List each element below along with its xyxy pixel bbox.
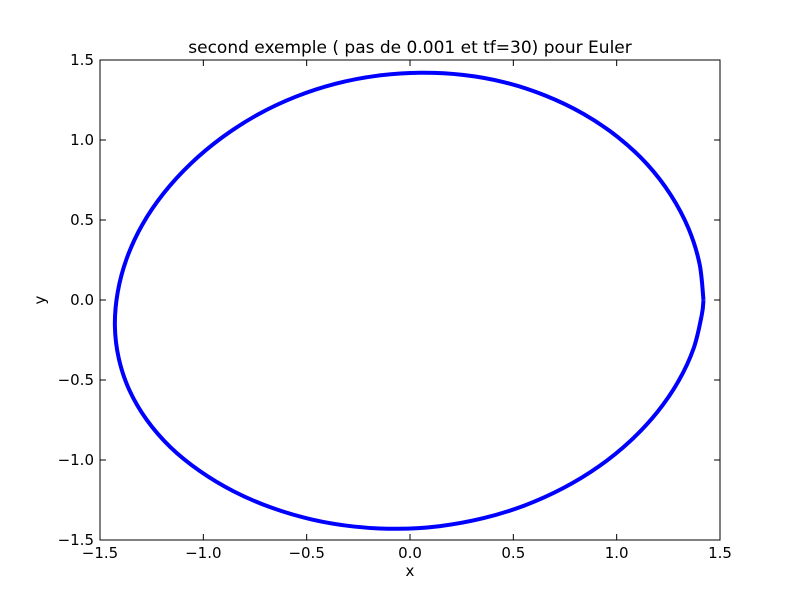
series-line-0 bbox=[112, 70, 706, 531]
y-axis-label: y bbox=[31, 295, 49, 304]
x-tick-label: 0.5 bbox=[501, 544, 525, 562]
y-tick-label: 1.5 bbox=[70, 51, 94, 69]
y-tick-label: −1.0 bbox=[58, 451, 94, 469]
series-layer bbox=[112, 70, 706, 531]
y-tick-label: 1.0 bbox=[70, 131, 94, 149]
x-tick-label: 1.0 bbox=[605, 544, 629, 562]
y-tick-label: 0.5 bbox=[70, 211, 94, 229]
x-tick-label: −1.0 bbox=[185, 544, 221, 562]
plot-background bbox=[100, 60, 720, 540]
y-tick-label: 0.0 bbox=[70, 291, 94, 309]
y-tick-label: −1.5 bbox=[58, 531, 94, 549]
plot-area: −1.5 −1.0 −0.5 0.0 0.5 1.0 1.5 −1.5 −1.0 −0.5 0.0 0… bbox=[58, 51, 732, 562]
ticks-layer: −1.5 −1.0 −0.5 0.0 0.5 1.0 1.5 −1.5 −1.0 −0.5 0.0 0… bbox=[58, 51, 732, 562]
x-tick-label: 0.0 bbox=[398, 544, 422, 562]
y-tick-label: −0.5 bbox=[58, 371, 94, 389]
chart-title: second exemple ( pas de 0.001 et tf=30) … bbox=[188, 38, 632, 58]
x-tick-label: −0.5 bbox=[288, 544, 324, 562]
x-tick-label: −1.5 bbox=[82, 544, 118, 562]
x-axis-label: x bbox=[406, 562, 415, 580]
x-tick-label: 1.5 bbox=[708, 544, 732, 562]
